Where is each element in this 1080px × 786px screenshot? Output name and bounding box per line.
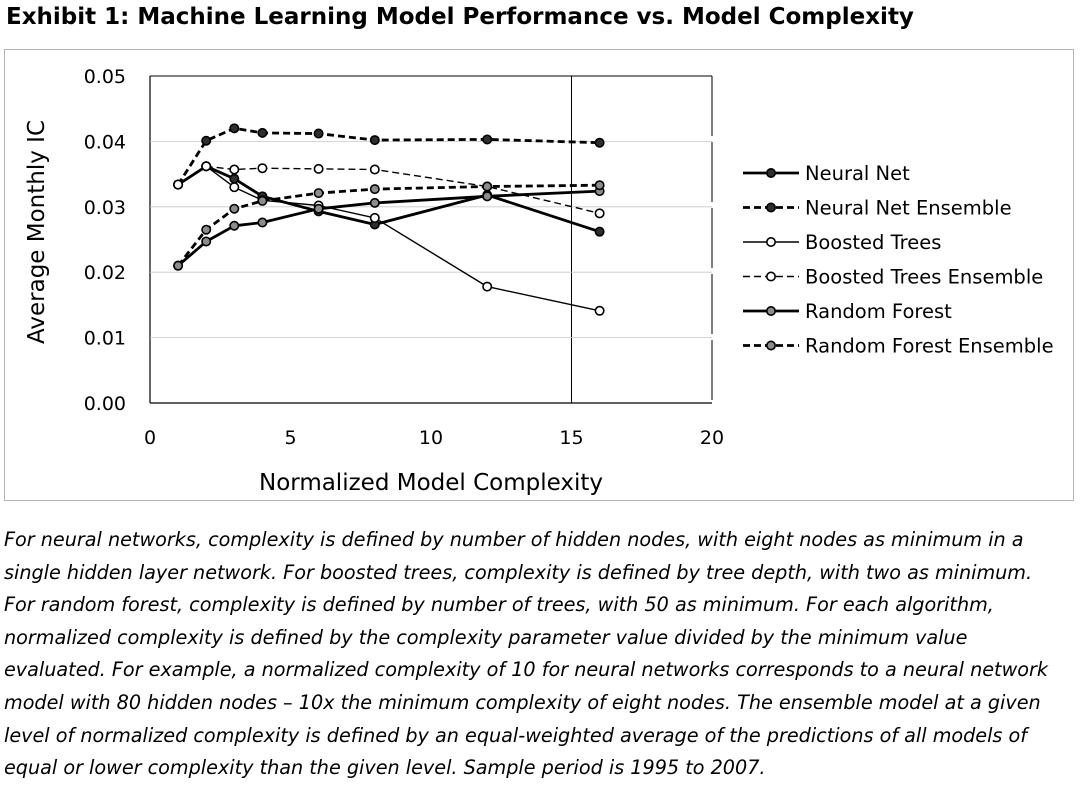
data-point xyxy=(201,161,212,172)
data-point xyxy=(229,203,240,214)
data-point xyxy=(313,128,324,139)
y-axis-title: Average Monthly IC xyxy=(24,120,50,344)
data-point xyxy=(313,203,324,214)
data-point xyxy=(173,260,184,271)
footnote-line: model with 80 hidden nodes – 10x the min… xyxy=(4,690,1041,714)
series-line-6 xyxy=(176,183,600,267)
data-point xyxy=(229,164,240,175)
footnote-line: normalized complexity is defined by the … xyxy=(4,625,968,649)
footnote-line: For random forest, complexity is defined… xyxy=(4,593,994,617)
footnote-line: single hidden layer network. For boosted… xyxy=(4,560,1033,584)
y-tick-label: 0.04 xyxy=(84,131,126,153)
y-tick-label: 0.00 xyxy=(84,393,126,415)
legend-marker xyxy=(765,237,776,248)
data-point xyxy=(313,188,324,199)
legend-label: Neural Net Ensemble xyxy=(805,197,1012,220)
data-point xyxy=(594,305,605,316)
legend-marker xyxy=(765,305,776,316)
data-point xyxy=(594,208,605,219)
y-tick-label: 0.03 xyxy=(84,197,126,219)
footnote-line: For neural networks, complexity is defin… xyxy=(4,528,1024,551)
x-tick-label: 10 xyxy=(419,427,443,449)
data-point xyxy=(594,226,605,237)
data-point xyxy=(257,127,268,138)
data-point xyxy=(594,180,605,191)
x-axis-title: Normalized Model Complexity xyxy=(259,470,603,496)
legend-label: Neural Net xyxy=(805,162,910,185)
footnote-line: evaluated. For example, a normalized com… xyxy=(4,658,1049,682)
data-point xyxy=(201,135,212,146)
legend-marker xyxy=(765,340,776,351)
data-point xyxy=(229,173,240,184)
footnote-line: level of normalized complexity is define… xyxy=(4,723,1028,747)
data-point xyxy=(229,123,240,134)
data-point xyxy=(482,191,493,202)
data-point xyxy=(201,224,212,235)
data-point xyxy=(173,179,184,190)
legend-marker xyxy=(765,168,776,179)
series-line-5 xyxy=(177,189,600,267)
data-point xyxy=(594,137,605,148)
data-point xyxy=(482,134,493,145)
x-tick-label: 20 xyxy=(700,427,724,449)
x-tick-label: 5 xyxy=(284,427,296,449)
y-tick-label: 0.02 xyxy=(84,262,126,284)
data-point xyxy=(257,217,268,228)
data-point xyxy=(369,135,380,146)
data-point xyxy=(482,181,493,192)
x-tick-label: 0 xyxy=(144,427,156,449)
legend-label: Boosted Trees xyxy=(805,231,941,254)
data-point xyxy=(369,184,380,195)
data-point xyxy=(257,195,268,206)
data-point xyxy=(482,281,493,292)
x-tick-label: 15 xyxy=(559,427,583,449)
legend-label: Random Forest Ensemble xyxy=(805,335,1054,358)
legend-label: Boosted Trees Ensemble xyxy=(805,266,1043,289)
legend-label: Random Forest xyxy=(805,300,952,323)
chart-area xyxy=(4,49,1074,501)
legend-marker xyxy=(765,271,776,282)
data-point xyxy=(313,163,324,174)
series-line-3 xyxy=(177,165,600,312)
data-point xyxy=(229,182,240,193)
data-point xyxy=(257,163,268,174)
footnote-line: equal or lower complexity than the given… xyxy=(4,756,766,780)
data-point xyxy=(369,212,380,223)
footnote: For neural networks, complexity is defin… xyxy=(4,524,1078,785)
data-point xyxy=(369,164,380,175)
series-line-2 xyxy=(176,126,600,186)
y-tick-label: 0.05 xyxy=(84,66,126,88)
y-tick-label: 0.01 xyxy=(84,328,126,350)
exhibit-title: Exhibit 1: Machine Learning Model Perfor… xyxy=(6,4,914,30)
data-point xyxy=(369,197,380,208)
series-line-1 xyxy=(177,164,601,234)
legend-marker xyxy=(765,202,776,213)
data-point xyxy=(229,220,240,231)
data-point xyxy=(201,236,212,247)
